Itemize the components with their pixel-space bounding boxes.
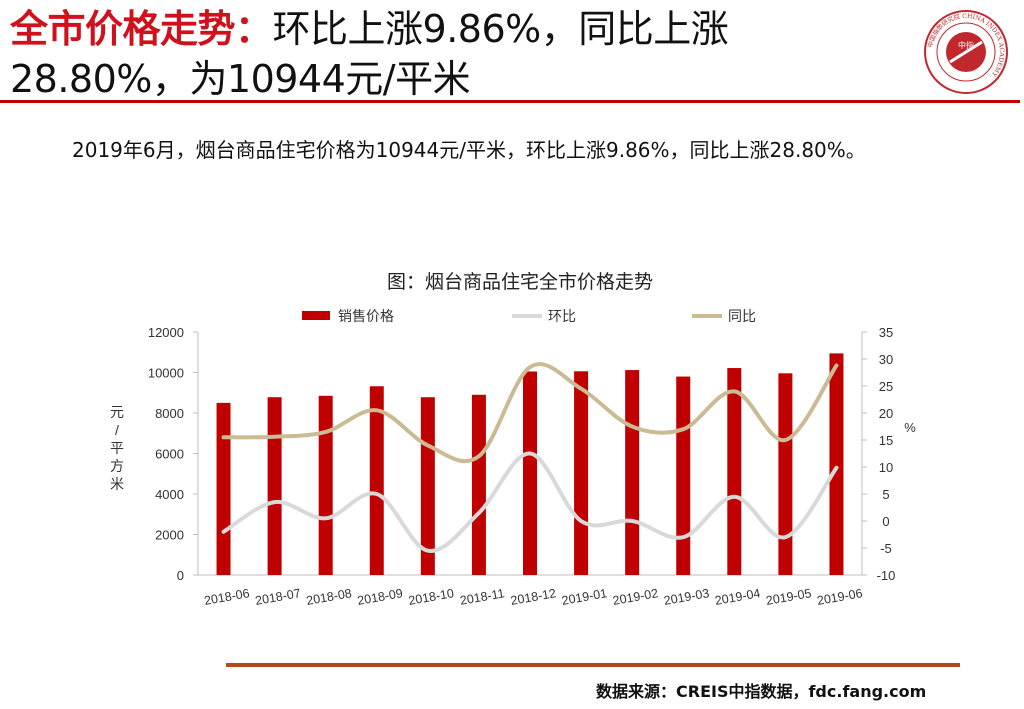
x-tick-label: 2019-01 — [561, 586, 609, 608]
y-axis-title-char: / — [115, 422, 119, 438]
y-tick-label: 8000 — [155, 406, 184, 421]
y2-tick-label: 15 — [879, 433, 893, 448]
y2-tick-label: 5 — [882, 487, 889, 502]
x-tick-label: 2019-04 — [714, 586, 762, 608]
y2-tick-label: 30 — [879, 352, 893, 367]
bar-sales-price — [778, 373, 793, 575]
x-tick-label: 2018-08 — [305, 586, 353, 608]
y2-axis-title: % — [904, 420, 916, 435]
y2-tick-label: -5 — [880, 541, 892, 556]
page-title-lead: 全市价格走势： — [10, 7, 273, 51]
chart-title: 图：烟台商品住宅全市价格走势 — [387, 271, 653, 293]
bar-sales-price — [829, 353, 844, 575]
y-tick-label: 2000 — [155, 528, 184, 543]
y2-tick-label: 35 — [879, 325, 893, 340]
bar-sales-price — [625, 370, 640, 575]
y-tick-label: 0 — [177, 568, 184, 583]
x-tick-label: 2018-11 — [459, 586, 506, 608]
bar-sales-price — [369, 386, 384, 575]
legend-label-2: 同比 — [728, 308, 756, 324]
x-tick-label: 2018-10 — [407, 586, 455, 608]
x-tick-label: 2018-09 — [356, 586, 404, 608]
x-tick-label: 2018-06 — [203, 586, 251, 608]
legend-label-0: 销售价格 — [338, 308, 394, 324]
x-tick-label: 2019-03 — [663, 586, 711, 608]
x-tick-label: 2019-06 — [816, 586, 864, 608]
page-title: 全市价格走势：环比上涨9.86%，同比上涨28.80%，为10944元/平米 — [10, 4, 890, 104]
y-tick-label: 4000 — [155, 487, 184, 502]
y-axis-title-char: 方 — [110, 458, 124, 474]
y-axis-title-char: 米 — [110, 476, 124, 492]
bar-sales-price — [267, 397, 282, 575]
x-tick-label: 2018-07 — [254, 586, 302, 608]
y2-tick-label: 10 — [879, 460, 893, 475]
y-tick-label: 10000 — [148, 366, 184, 381]
data-source: 数据来源：CREIS中指数据，fdc.fang.com — [596, 682, 927, 701]
bar-sales-price — [727, 368, 742, 575]
y2-tick-label: 0 — [882, 514, 889, 529]
bar-sales-price — [574, 371, 589, 575]
y-tick-label: 6000 — [155, 447, 184, 462]
legend-label-1: 环比 — [548, 308, 576, 324]
bar-sales-price — [676, 376, 691, 575]
price-trend-chart: 图：烟台商品住宅全市价格走势销售价格 环比 同比 0 2000 4000 6000 8000 1… — [100, 262, 940, 622]
bar-sales-price — [216, 402, 231, 575]
summary-text: 2019年6月，烟台商品住宅价格为10944元/平米，环比上涨9.86%，同比上… — [72, 138, 866, 162]
logo-center-text: 中指 — [958, 40, 974, 50]
y2-tick-label: -10 — [877, 568, 896, 583]
x-tick-label: 2019-05 — [765, 586, 813, 608]
china-index-academy-logo: 中指 中国指数研究院 CHINA INDEX ACADEMY — [924, 10, 1008, 94]
bar-sales-price — [471, 394, 486, 575]
bar-sales-price — [318, 395, 333, 575]
legend-swatch-0 — [302, 311, 330, 320]
bar-sales-price — [523, 371, 537, 575]
y-axis-title-char: 平 — [110, 440, 124, 456]
x-tick-label: 2019-02 — [612, 586, 660, 608]
page-title-rest: 环比上涨9.86%，同比上涨28.80%，为10944元/平米 — [10, 7, 729, 101]
line-yoy-series — [221, 362, 839, 464]
footer-divider — [226, 663, 960, 667]
y2-tick-label: 25 — [879, 379, 893, 394]
y2-tick-label: 20 — [879, 406, 893, 421]
y-tick-label: 12000 — [148, 325, 184, 340]
x-tick-label: 2018-12 — [510, 586, 558, 608]
title-divider — [0, 100, 1020, 103]
y-axis-title-char: 元 — [110, 404, 124, 420]
